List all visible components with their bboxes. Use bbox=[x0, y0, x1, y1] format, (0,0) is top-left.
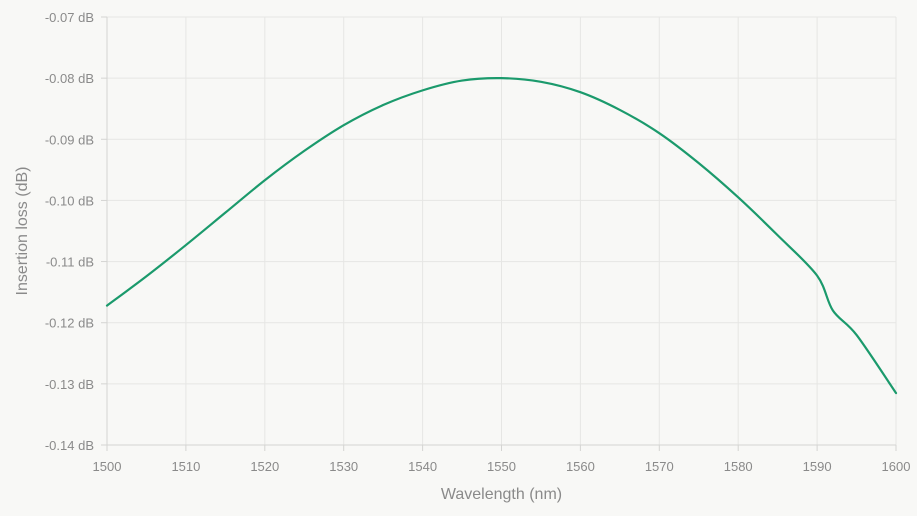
x-tick-label: 1530 bbox=[329, 459, 358, 474]
x-tick-label: 1580 bbox=[724, 459, 753, 474]
series-line bbox=[105, 77, 898, 395]
y-tick-label: -0.10 dB bbox=[45, 193, 94, 208]
series bbox=[105, 77, 898, 395]
x-tick-label: 1560 bbox=[566, 459, 595, 474]
x-tick-label: 1540 bbox=[408, 459, 437, 474]
y-tick-label: -0.09 dB bbox=[45, 132, 94, 147]
x-tick-labels: 1500 1510 1520 1530 1540 1550 1560 1570 1580 1590… bbox=[93, 459, 911, 474]
x-tick-label: 1570 bbox=[645, 459, 674, 474]
y-tick-label: -0.12 dB bbox=[45, 316, 94, 331]
x-axis-title: Wavelength (nm) bbox=[441, 486, 562, 503]
y-tick-label: -0.08 dB bbox=[45, 71, 94, 86]
x-tick-label: 1550 bbox=[487, 459, 516, 474]
x-tick-label: 1520 bbox=[250, 459, 279, 474]
y-tick-label: -0.13 dB bbox=[45, 377, 94, 392]
y-tick-labels: -0.07 dB -0.08 dB -0.09 dB -0.10 dB -0.11 dB… bbox=[45, 10, 94, 453]
x-tick-label: 1600 bbox=[882, 459, 911, 474]
y-tick-label: -0.11 dB bbox=[46, 255, 94, 270]
y-tick-label: -0.14 dB bbox=[45, 438, 94, 453]
x-tick-label: 1510 bbox=[171, 459, 200, 474]
x-tick-label: 1590 bbox=[803, 459, 832, 474]
axes bbox=[106, 17, 896, 446]
grid bbox=[101, 16, 897, 451]
x-tick-label: 1500 bbox=[93, 459, 122, 474]
y-tick-label: -0.07 dB bbox=[45, 10, 94, 25]
y-axis-title: Insertion loss (dB) bbox=[14, 167, 31, 296]
